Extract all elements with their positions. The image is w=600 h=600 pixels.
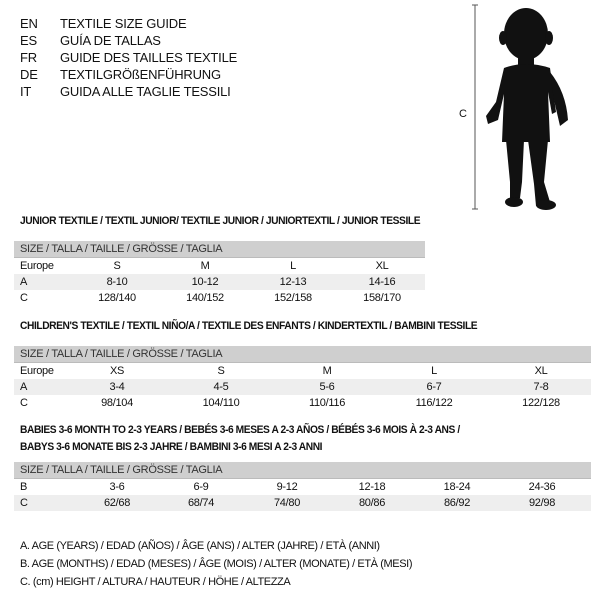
size-header-row: SIZE / TALLA / TAILLE / GRÖSSE / TAGLIA	[14, 241, 425, 258]
table-cell: 6-9	[193, 481, 209, 493]
table-row: C 98/104 104/110 110/116 116/122 122/128	[14, 395, 591, 411]
junior-size-table: SIZE / TALLA / TAILLE / GRÖSSE / TAGLIA E…	[14, 241, 425, 306]
table-cell: 140/152	[186, 292, 224, 304]
table-cell: 3-4	[109, 381, 125, 393]
children-section-title: CHILDREN'S TEXTILE / TEXTIL NIÑO/A / TEX…	[20, 320, 478, 332]
table-row: A 8-10 10-12 12-13 14-16	[14, 274, 425, 290]
size-header-label: SIZE / TALLA / TAILLE / GRÖSSE / TAGLIA	[20, 348, 223, 360]
row-label: A	[20, 381, 28, 393]
language-title: TEXTILE SIZE GUIDE	[60, 16, 187, 31]
children-size-table: SIZE / TALLA / TAILLE / GRÖSSE / TAGLIA E…	[14, 346, 591, 411]
language-code: EN	[20, 16, 38, 31]
table-cell: 18-24	[443, 481, 471, 493]
table-row: Europe XS S M L XL	[14, 363, 591, 379]
table-cell: 8-10	[106, 276, 128, 288]
table-cell: 92/98	[528, 497, 556, 509]
language-title: TEXTILGRÖßENFÜHRUNG	[60, 67, 221, 82]
language-code: FR	[20, 50, 37, 65]
height-measure-label: C	[459, 108, 467, 120]
table-cell: 116/122	[415, 397, 453, 409]
table-cell: XL	[534, 365, 548, 377]
table-cell: 12-18	[358, 481, 386, 493]
legend-item: C. (cm) HEIGHT / ALTURA / HAUTEUR / HÖHE…	[20, 576, 291, 588]
row-label: Europe	[20, 365, 54, 377]
table-cell: 110/116	[308, 397, 346, 409]
table-cell: 10-12	[191, 276, 219, 288]
language-code: DE	[20, 67, 38, 82]
legend-item: B. AGE (MONTHS) / EDAD (MESES) / ÂGE (MO…	[20, 558, 413, 570]
language-title: GUIDA ALLE TAGLIE TESSILI	[60, 84, 231, 99]
junior-section-title: JUNIOR TEXTILE / TEXTIL JUNIOR/ TEXTILE …	[20, 215, 421, 227]
row-label: Europe	[20, 260, 54, 272]
row-label: C	[20, 497, 28, 509]
table-cell: 24-36	[528, 481, 556, 493]
table-row: A 3-4 4-5 5-6 6-7 7-8	[14, 379, 591, 395]
table-cell: 80/86	[358, 497, 386, 509]
table-cell: 68/74	[187, 497, 215, 509]
language-code: IT	[20, 84, 32, 99]
size-header-row: SIZE / TALLA / TAILLE / GRÖSSE / TAGLIA	[14, 346, 591, 363]
row-label: C	[20, 397, 28, 409]
table-cell: 9-12	[276, 481, 298, 493]
table-cell: L	[431, 365, 437, 377]
size-header-row: SIZE / TALLA / TAILLE / GRÖSSE / TAGLIA	[14, 462, 591, 479]
table-cell: 62/68	[103, 497, 131, 509]
table-cell: 74/80	[273, 497, 301, 509]
child-silhouette-icon	[472, 4, 568, 210]
language-title: GUÍA DE TALLAS	[60, 33, 161, 48]
table-cell: M	[322, 365, 332, 377]
table-cell: 104/110	[202, 397, 240, 409]
table-cell: 158/170	[363, 292, 401, 304]
babies-section-title-line1: BABIES 3-6 MONTH TO 2-3 YEARS / BEBÉS 3-…	[20, 424, 460, 436]
row-label: A	[20, 276, 28, 288]
table-cell: 6-7	[426, 381, 442, 393]
table-cell: XL	[375, 260, 389, 272]
table-row: C 62/68 68/74 74/80 80/86 86/92 92/98	[14, 495, 591, 511]
table-cell: 12-13	[279, 276, 307, 288]
table-cell: 86/92	[443, 497, 471, 509]
table-cell: 98/104	[101, 397, 133, 409]
table-cell: XS	[109, 365, 125, 377]
table-cell: S	[217, 365, 225, 377]
legend-item: A. AGE (YEARS) / EDAD (AÑOS) / ÂGE (ANS)…	[20, 540, 380, 552]
table-cell: S	[113, 260, 121, 272]
table-row: Europe S M L XL	[14, 258, 425, 274]
language-title: GUIDE DES TAILLES TEXTILE	[60, 50, 238, 65]
babies-size-table: SIZE / TALLA / TAILLE / GRÖSSE / TAGLIA B…	[14, 462, 591, 511]
size-header-label: SIZE / TALLA / TAILLE / GRÖSSE / TAGLIA	[20, 243, 223, 255]
table-cell: M	[200, 260, 210, 272]
table-cell: 3-6	[109, 481, 125, 493]
table-row: B 3-6 6-9 9-12 12-18 18-24 24-36	[14, 479, 591, 495]
table-cell: 4-5	[213, 381, 229, 393]
table-cell: 14-16	[368, 276, 396, 288]
table-cell: 128/140	[98, 292, 136, 304]
table-row: C 128/140 140/152 152/158 158/170	[14, 290, 425, 306]
babies-section-title-line2: BABYS 3-6 MONATE BIS 2-3 JAHRE / BAMBINI…	[20, 441, 323, 453]
language-code: ES	[20, 33, 37, 48]
row-label: C	[20, 292, 28, 304]
table-cell: L	[290, 260, 296, 272]
table-cell: 5-6	[319, 381, 335, 393]
table-cell: 152/158	[274, 292, 312, 304]
table-cell: 7-8	[533, 381, 549, 393]
table-cell: 122/128	[522, 397, 560, 409]
size-header-label: SIZE / TALLA / TAILLE / GRÖSSE / TAGLIA	[20, 464, 223, 476]
row-label: B	[20, 481, 28, 493]
